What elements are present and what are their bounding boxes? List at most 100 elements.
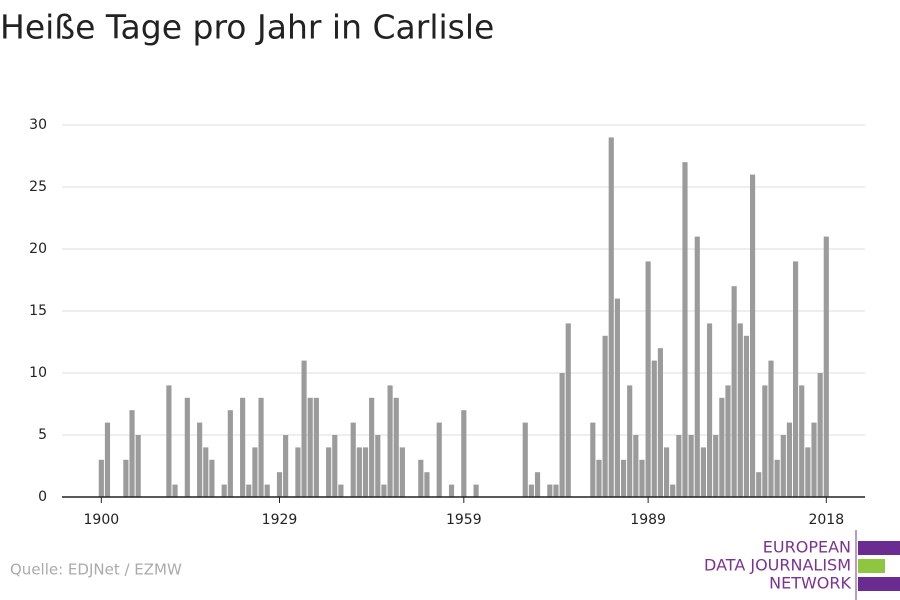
- bar: [301, 360, 307, 497]
- bar: [258, 397, 264, 497]
- bar: [381, 484, 387, 497]
- bar: [129, 410, 135, 497]
- logo-text: NETWORK: [769, 574, 851, 593]
- bar: [706, 323, 713, 497]
- bar: [252, 447, 258, 497]
- bar: [240, 397, 246, 497]
- bar: [620, 459, 627, 497]
- x-tick-label: 1959: [446, 512, 482, 528]
- logo: EUROPEAN DATA JOURNALISM NETWORK: [704, 530, 900, 600]
- bar: [645, 261, 651, 497]
- bar: [633, 435, 639, 497]
- bar: [332, 435, 338, 497]
- bar: [786, 422, 793, 497]
- chart-title: Heiße Tage pro Jahr in Carlisle: [0, 8, 494, 47]
- bar: [123, 459, 129, 497]
- bar: [614, 298, 620, 497]
- bar: [221, 484, 227, 497]
- bar: [737, 323, 743, 497]
- bar: [436, 422, 442, 497]
- bar: [424, 472, 430, 497]
- bar: [792, 261, 799, 497]
- bar: [313, 397, 319, 497]
- bar: [651, 360, 657, 497]
- y-tick-label: 30: [29, 117, 47, 133]
- bar: [731, 286, 737, 497]
- bar: [326, 447, 332, 497]
- bar: [713, 435, 719, 497]
- bar: [547, 484, 553, 497]
- x-tick-label: 1989: [630, 512, 666, 528]
- bar: [184, 397, 190, 497]
- bar: [817, 373, 823, 497]
- y-tick-label: 0: [38, 489, 47, 505]
- bar: [565, 323, 571, 497]
- bar: [749, 174, 756, 497]
- bar: [688, 435, 694, 497]
- bar: [209, 459, 215, 497]
- bar: [276, 472, 283, 497]
- logo-text: DATA JOURNALISM: [704, 556, 851, 575]
- bar: [473, 484, 479, 497]
- logo-bar: [858, 577, 900, 591]
- bar: [135, 435, 141, 497]
- bar: [805, 447, 811, 497]
- bar: [768, 360, 774, 497]
- x-tick-label: 2018: [808, 512, 844, 528]
- bar: [227, 410, 233, 497]
- bar: [375, 435, 381, 497]
- bar: [356, 447, 362, 497]
- x-tick-label: 1900: [84, 512, 120, 528]
- bar: [700, 447, 706, 497]
- bar: [670, 484, 676, 497]
- bar: [528, 484, 534, 497]
- logo-bar: [858, 541, 900, 555]
- bar: [553, 484, 559, 497]
- bar: [172, 484, 178, 497]
- bar: [756, 472, 762, 497]
- bar: [203, 447, 209, 497]
- bar: [461, 410, 467, 497]
- bar: [694, 236, 700, 497]
- bar: [602, 335, 608, 497]
- bar: [399, 447, 405, 497]
- bar: [104, 422, 111, 497]
- bar: [522, 422, 528, 497]
- bar: [663, 447, 670, 497]
- bar: [590, 422, 596, 497]
- logo-text: EUROPEAN: [763, 538, 851, 557]
- bar: [762, 385, 768, 497]
- y-tick-label: 10: [29, 365, 47, 381]
- source: Quelle: EDJNet / EZMW: [10, 561, 182, 579]
- bar: [774, 459, 780, 497]
- x-tick-label: 1929: [262, 512, 298, 528]
- bar: [448, 484, 455, 497]
- bar: [676, 435, 682, 497]
- y-tick-label: 5: [38, 427, 47, 443]
- bar: [350, 422, 356, 497]
- bar: [283, 435, 289, 497]
- bar: [780, 435, 786, 497]
- bar: [418, 459, 424, 497]
- bar: [369, 397, 375, 497]
- bar: [799, 385, 805, 497]
- bar: [393, 397, 399, 497]
- bar: [534, 472, 541, 497]
- bar: [811, 422, 817, 497]
- bar: [98, 459, 104, 497]
- bar: [725, 385, 731, 497]
- bar: [608, 137, 614, 497]
- y-tick-label: 20: [29, 241, 47, 257]
- y-tick-label: 25: [29, 179, 47, 195]
- bar: [559, 373, 565, 497]
- bar: [682, 162, 688, 497]
- bar: [197, 422, 203, 497]
- y-tick-label: 15: [29, 303, 47, 319]
- bar: [307, 397, 313, 497]
- bar: [627, 385, 633, 497]
- bar: [387, 385, 393, 497]
- bar: [657, 348, 663, 497]
- bar: [596, 459, 602, 497]
- bar: [719, 397, 725, 497]
